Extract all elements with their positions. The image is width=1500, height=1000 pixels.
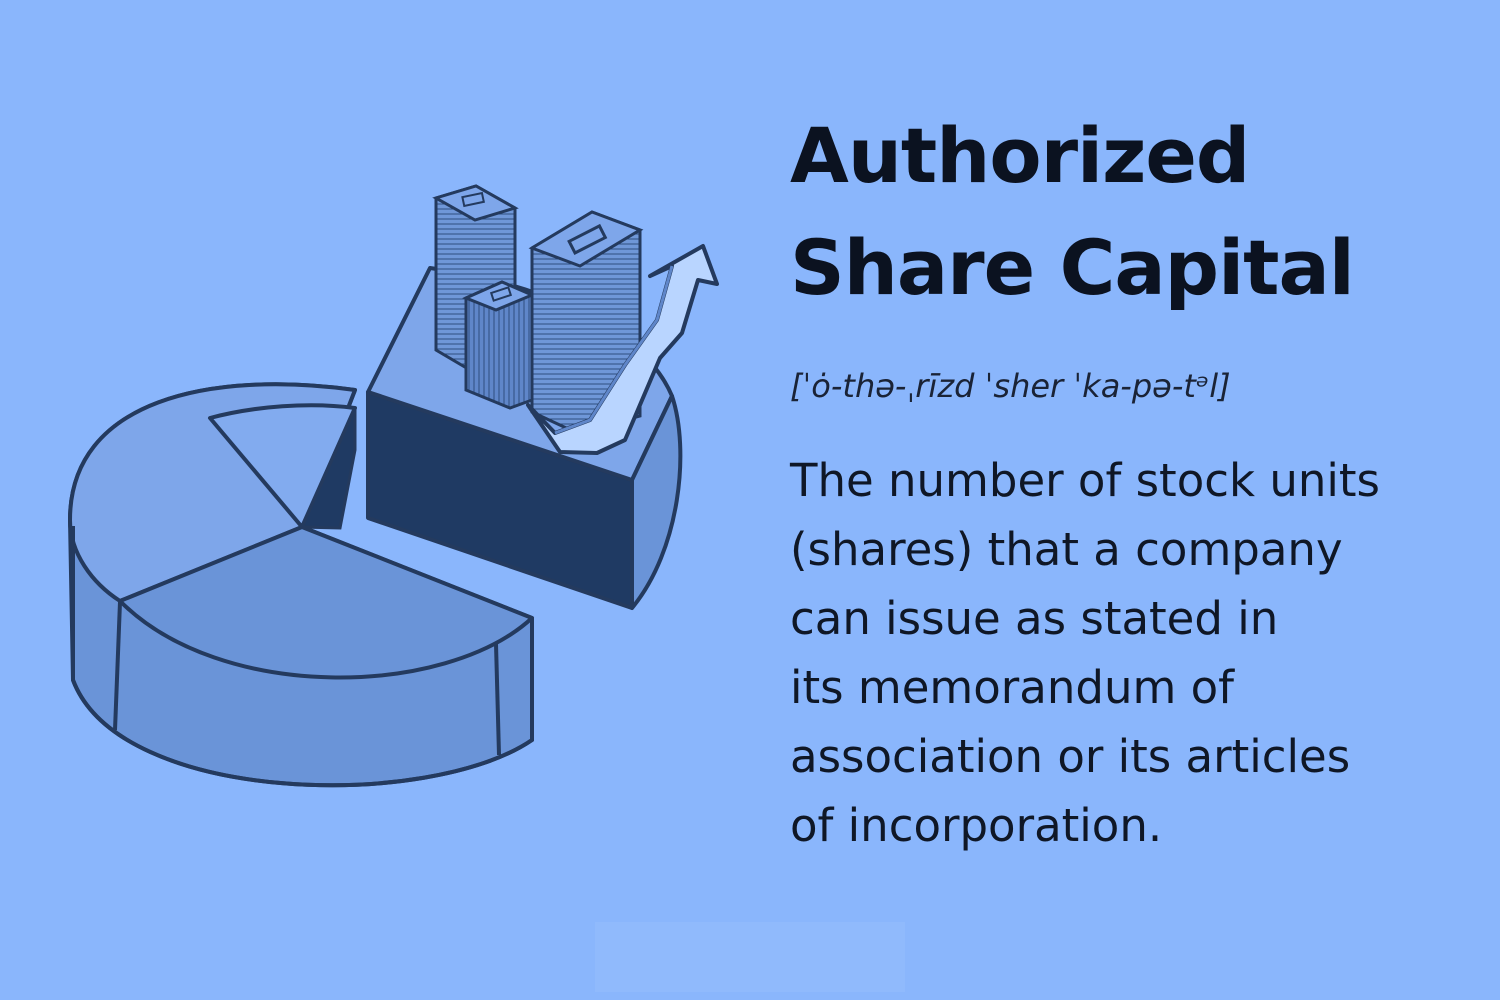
definition-line: The number of stock units [790,454,1380,507]
pie-chart-with-money-illustration [68,184,719,788]
title-line: Share Capital [790,223,1355,312]
money-stack-icon [432,184,644,435]
definition-text: The number of stock units (shares) that … [790,446,1470,860]
definition-line: association or its articles [790,730,1351,783]
definition-panel: Authorized Share Capital [ˈȯ-thə-ˌrīzd ˈ… [790,100,1470,860]
page-title: Authorized Share Capital [790,100,1470,324]
pie-chart-icon [68,382,534,788]
illustration [40,150,760,830]
definition-line: can issue as stated in [790,592,1279,645]
definition-line: its memorandum of [790,661,1234,714]
definition-line: (shares) that a company [790,523,1343,576]
title-line: Authorized [790,111,1250,200]
definition-line: of incorporation. [790,799,1163,852]
pronunciation: [ˈȯ-thə-ˌrīzd ˈsher ˈka-pə-tᵊl] [790,367,1231,405]
trend-arrow-icon [526,244,719,455]
watermark-area [595,922,905,992]
